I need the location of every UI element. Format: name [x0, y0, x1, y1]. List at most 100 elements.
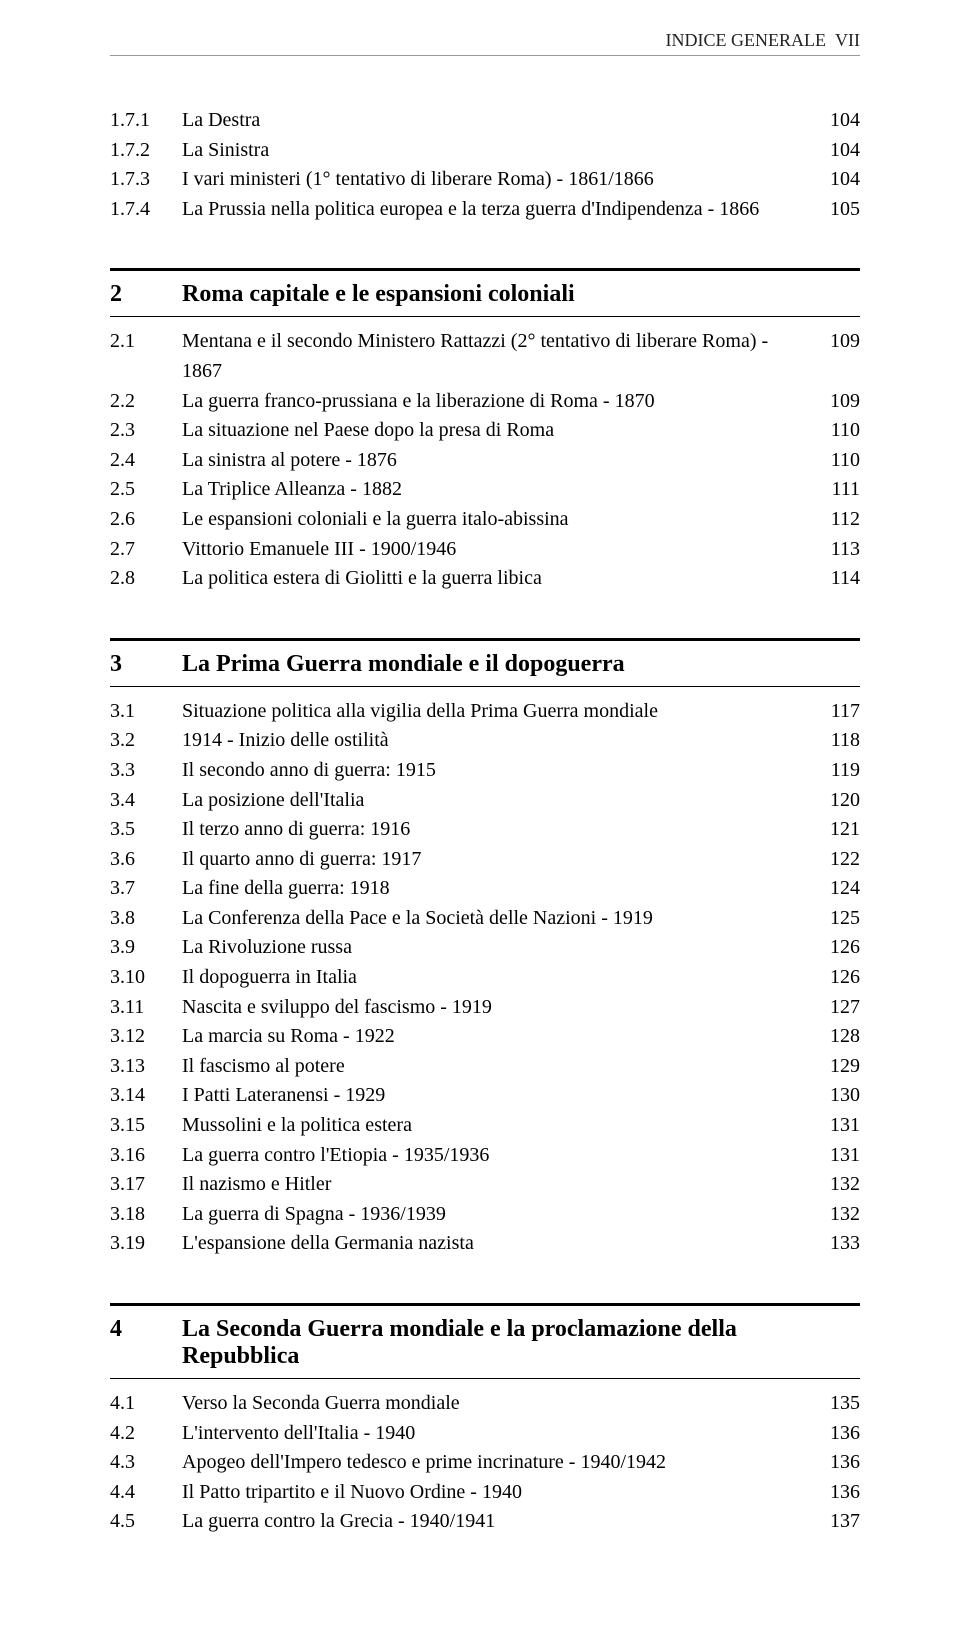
toc-entry: 3.8La Conferenza della Pace e la Società… [110, 904, 860, 934]
entry-title: Mussolini e la politica estera [182, 1111, 814, 1141]
entry-number: 3.13 [110, 1052, 182, 1082]
entry-title: La politica estera di Giolitti e la guer… [182, 564, 814, 594]
entry-number: 3.3 [110, 756, 182, 786]
entry-page: 136 [814, 1448, 860, 1478]
toc-entry: 1.7.2La Sinistra104 [110, 136, 860, 166]
entry-page: 110 [814, 446, 860, 476]
entry-number: 3.8 [110, 904, 182, 934]
entry-number: 3.7 [110, 874, 182, 904]
toc-entry: 2.3La situazione nel Paese dopo la presa… [110, 416, 860, 446]
entry-page: 124 [814, 874, 860, 904]
entry-number: 2.8 [110, 564, 182, 594]
entry-title: La guerra contro la Grecia - 1940/1941 [182, 1507, 814, 1537]
header-page: VII [835, 30, 860, 50]
section-number: 3 [110, 651, 182, 678]
entry-number: 2.3 [110, 416, 182, 446]
toc-entry: 3.14I Patti Lateranensi - 1929130 [110, 1081, 860, 1111]
toc-entry: 3.21914 - Inizio delle ostilità118 [110, 726, 860, 756]
entry-title: La situazione nel Paese dopo la presa di… [182, 416, 814, 446]
entry-number: 2.1 [110, 327, 182, 357]
entry-title: La Sinistra [182, 136, 814, 166]
entry-number: 4.4 [110, 1478, 182, 1508]
toc-entry: 3.7La fine della guerra: 1918124 [110, 874, 860, 904]
pre-entries: 1.7.1La Destra1041.7.2La Sinistra1041.7.… [110, 106, 860, 224]
section-entries: 3.1Situazione politica alla vigilia dell… [110, 697, 860, 1259]
entry-title: La Rivoluzione russa [182, 933, 814, 963]
section-title: La Seconda Guerra mondiale e la proclama… [182, 1316, 860, 1370]
section-heading: 2Roma capitale e le espansioni coloniali [110, 268, 860, 317]
entry-title: L'intervento dell'Italia - 1940 [182, 1419, 814, 1449]
entry-number: 2.2 [110, 387, 182, 417]
entry-page: 135 [814, 1389, 860, 1419]
entry-title: La guerra franco-prussiana e la liberazi… [182, 387, 814, 417]
entry-page: 111 [814, 475, 860, 505]
toc-entry: 2.4La sinistra al potere - 1876110 [110, 446, 860, 476]
entry-page: 126 [814, 963, 860, 993]
section-title: La Prima Guerra mondiale e il dopoguerra [182, 651, 625, 678]
entry-title: La sinistra al potere - 1876 [182, 446, 814, 476]
section-heading: 3La Prima Guerra mondiale e il dopoguerr… [110, 638, 860, 687]
entry-page: 110 [814, 416, 860, 446]
entry-page: 119 [814, 756, 860, 786]
entry-number: 4.2 [110, 1419, 182, 1449]
toc-entry: 3.10Il dopoguerra in Italia126 [110, 963, 860, 993]
entry-page: 136 [814, 1478, 860, 1508]
entry-title: 1914 - Inizio delle ostilità [182, 726, 814, 756]
entry-page: 122 [814, 845, 860, 875]
entry-number: 2.7 [110, 535, 182, 565]
toc-entry: 2.2La guerra franco-prussiana e la liber… [110, 387, 860, 417]
entry-title: La marcia su Roma - 1922 [182, 1022, 814, 1052]
toc-entry: 1.7.1La Destra104 [110, 106, 860, 136]
toc-entry: 3.3Il secondo anno di guerra: 1915119 [110, 756, 860, 786]
toc-entry: 3.4La posizione dell'Italia120 [110, 786, 860, 816]
entry-title: Vittorio Emanuele III - 1900/1946 [182, 535, 814, 565]
toc-entry: 2.8La politica estera di Giolitti e la g… [110, 564, 860, 594]
section-number: 4 [110, 1316, 182, 1343]
entry-page: 127 [814, 993, 860, 1023]
entry-number: 2.4 [110, 446, 182, 476]
entry-number: 3.10 [110, 963, 182, 993]
toc-entry: 2.1Mentana e il secondo Ministero Rattaz… [110, 327, 860, 386]
entry-page: 117 [814, 697, 860, 727]
entry-number: 1.7.2 [110, 136, 182, 166]
entry-title: Il Patto tripartito e il Nuovo Ordine - … [182, 1478, 814, 1508]
entry-title: La posizione dell'Italia [182, 786, 814, 816]
entry-title: Apogeo dell'Impero tedesco e prime incri… [182, 1448, 814, 1478]
entry-page: 104 [814, 165, 860, 195]
section-number: 2 [110, 281, 182, 308]
entry-number: 3.17 [110, 1170, 182, 1200]
entry-number: 3.9 [110, 933, 182, 963]
toc-entry: 4.3Apogeo dell'Impero tedesco e prime in… [110, 1448, 860, 1478]
section-entries: 2.1Mentana e il secondo Ministero Rattaz… [110, 327, 860, 593]
entry-page: 129 [814, 1052, 860, 1082]
entry-page: 136 [814, 1419, 860, 1449]
entry-number: 3.11 [110, 993, 182, 1023]
entry-page: 128 [814, 1022, 860, 1052]
entry-page: 109 [814, 387, 860, 417]
entry-number: 1.7.1 [110, 106, 182, 136]
entry-title: La Conferenza della Pace e la Società de… [182, 904, 814, 934]
entry-title: Il terzo anno di guerra: 1916 [182, 815, 814, 845]
toc-entry: 2.5La Triplice Alleanza - 1882111 [110, 475, 860, 505]
entry-title: La Destra [182, 106, 814, 136]
toc-entry: 3.11Nascita e sviluppo del fascismo - 19… [110, 993, 860, 1023]
toc-entry: 3.6Il quarto anno di guerra: 1917122 [110, 845, 860, 875]
entry-number: 3.4 [110, 786, 182, 816]
entry-page: 132 [814, 1170, 860, 1200]
entry-title: La guerra contro l'Etiopia - 1935/1936 [182, 1141, 814, 1171]
entry-page: 131 [814, 1141, 860, 1171]
entry-title: Nascita e sviluppo del fascismo - 1919 [182, 993, 814, 1023]
entry-title: La fine della guerra: 1918 [182, 874, 814, 904]
toc-entry: 3.9La Rivoluzione russa126 [110, 933, 860, 963]
entry-page: 118 [814, 726, 860, 756]
entry-number: 3.6 [110, 845, 182, 875]
toc-entry: 3.17Il nazismo e Hitler132 [110, 1170, 860, 1200]
entry-number: 3.14 [110, 1081, 182, 1111]
entry-number: 1.7.4 [110, 195, 182, 225]
entry-page: 131 [814, 1111, 860, 1141]
toc-entry: 3.12La marcia su Roma - 1922128 [110, 1022, 860, 1052]
entry-number: 3.2 [110, 726, 182, 756]
toc-entry: 4.2L'intervento dell'Italia - 1940136 [110, 1419, 860, 1449]
page-header: INDICE GENERALE VII [110, 30, 860, 56]
toc-entry: 3.19L'espansione della Germania nazista1… [110, 1229, 860, 1259]
